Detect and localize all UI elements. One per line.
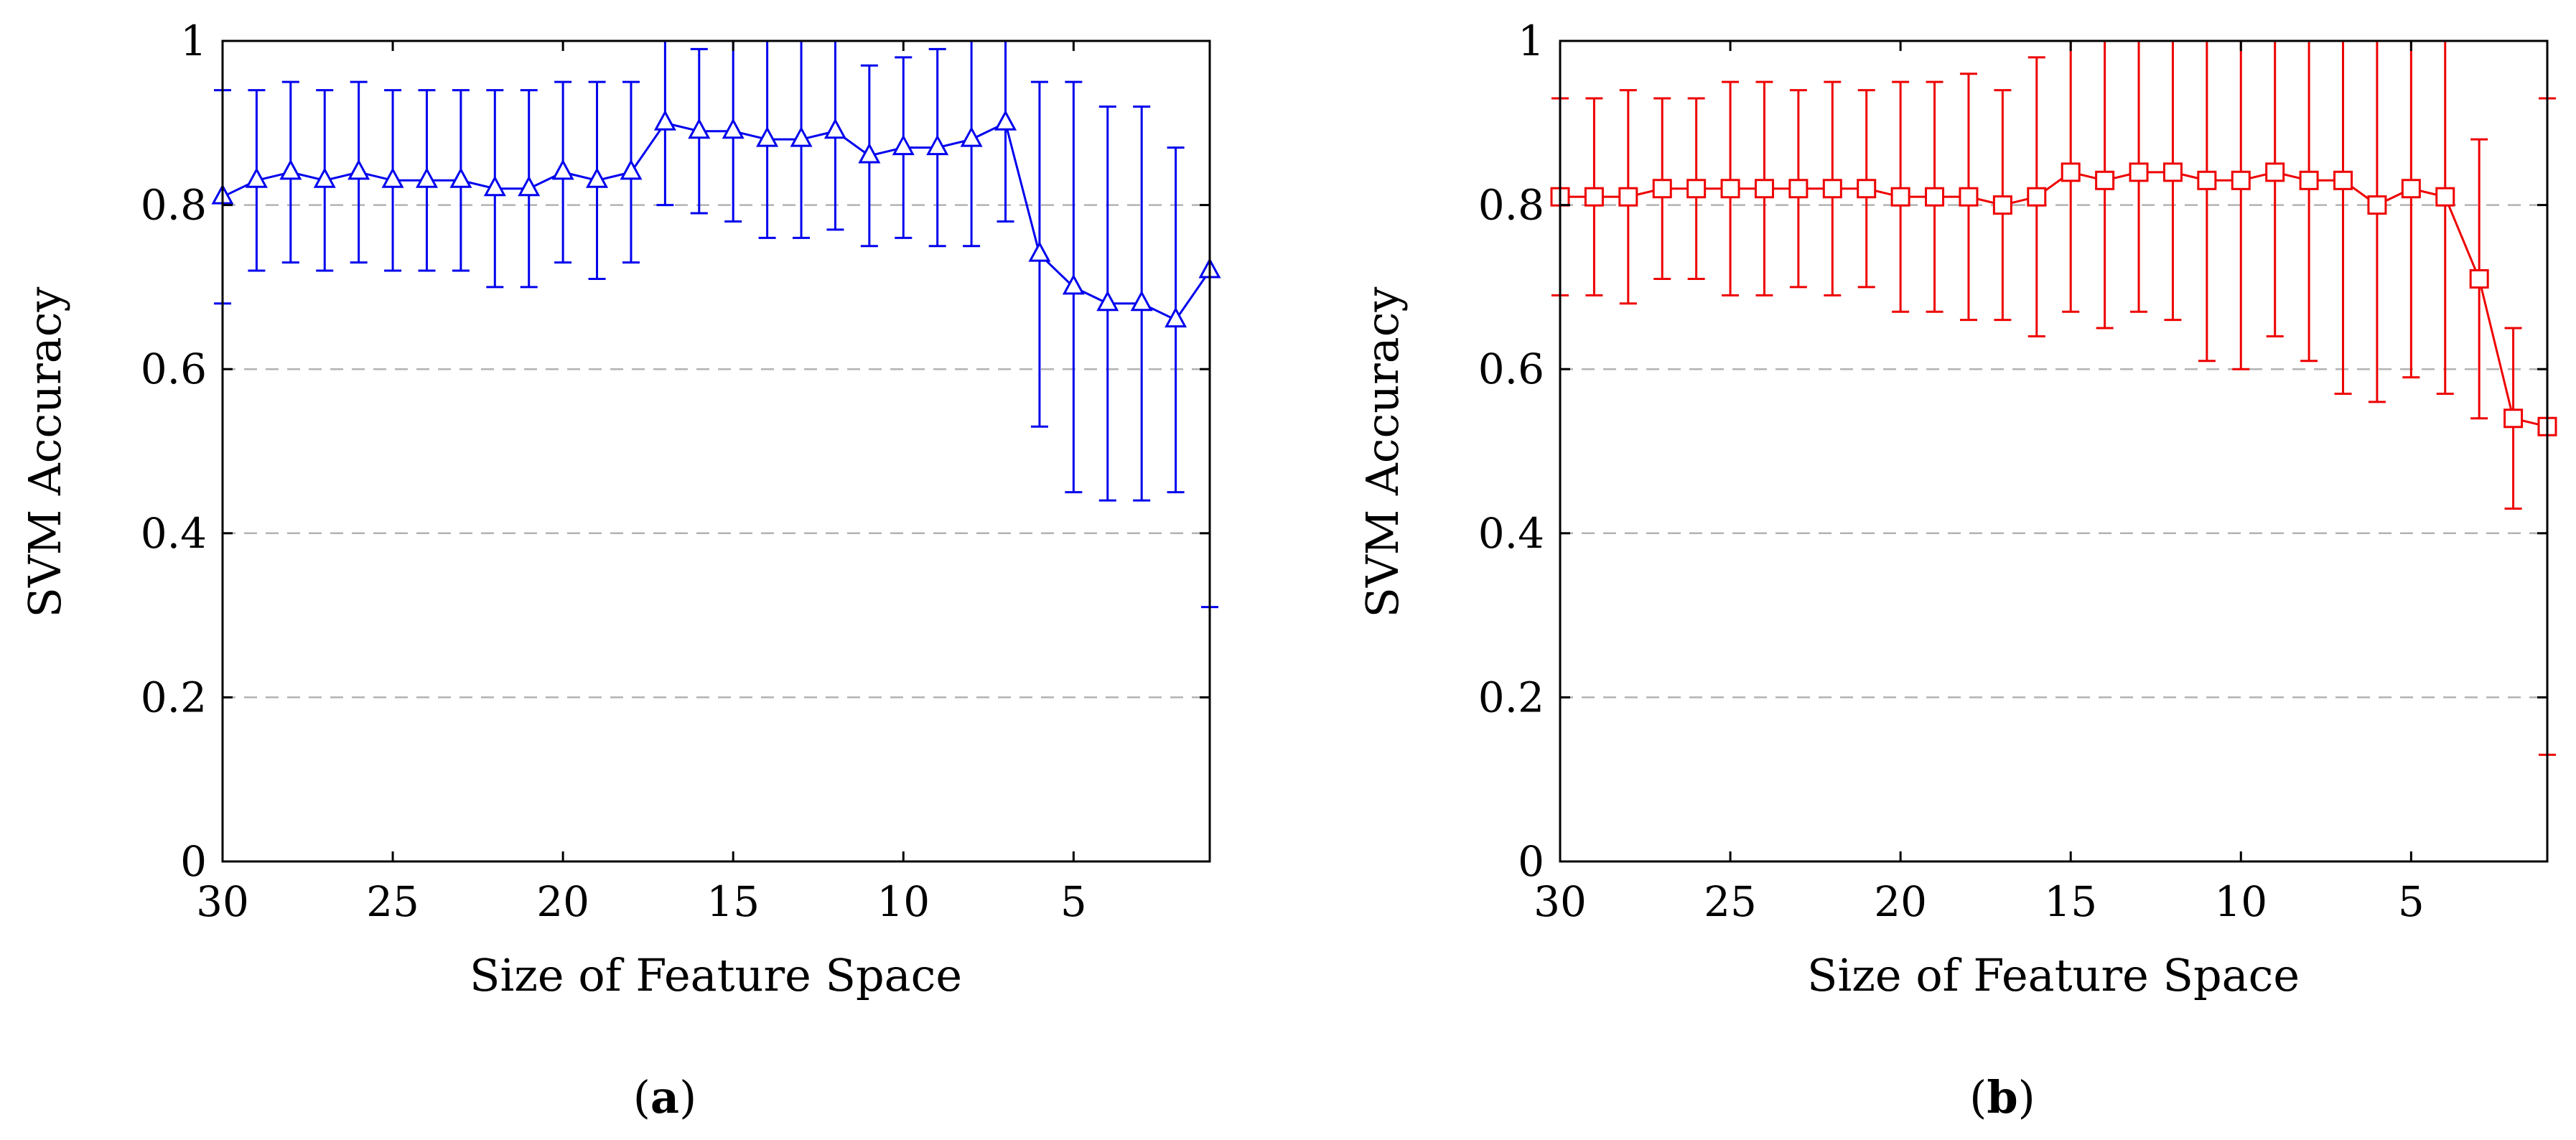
- data-point: [1959, 187, 1979, 207]
- data-point: [2367, 195, 2387, 215]
- x-tick-label: 10: [2214, 877, 2267, 926]
- data-point: [518, 175, 541, 197]
- data-point: [688, 118, 711, 139]
- data-point: [2435, 187, 2455, 207]
- data-point: [2095, 170, 2115, 190]
- y-tick-label: 0.2: [141, 673, 207, 721]
- data-point: [790, 126, 813, 147]
- data-point: [1584, 187, 1604, 207]
- data-point: [926, 134, 949, 156]
- data-point: [483, 175, 506, 197]
- data-point: [858, 142, 881, 164]
- y-tick-label: 0.6: [141, 345, 207, 393]
- caption-a: (a): [633, 1071, 697, 1123]
- data-point: [245, 167, 268, 188]
- x-tick-label: 5: [2398, 877, 2425, 926]
- y-tick-label: 0.8: [1478, 181, 1544, 230]
- y-tick-label: 0: [180, 837, 207, 886]
- y-tick-label: 1: [180, 17, 207, 65]
- y-axis-title: SVM Accuracy: [19, 287, 71, 618]
- data-point: [2299, 170, 2319, 190]
- data-point: [1130, 290, 1153, 312]
- y-axis-title: SVM Accuracy: [1356, 287, 1409, 618]
- y-tick-label: 0: [1518, 837, 1544, 886]
- data-point: [1618, 187, 1638, 207]
- data-point: [1890, 187, 1910, 207]
- data-point: [279, 159, 302, 180]
- data-point: [1822, 179, 1842, 199]
- data-point: [381, 167, 404, 188]
- x-tick-label: 20: [536, 877, 589, 926]
- x-tick-label: 15: [2044, 877, 2097, 926]
- data-point: [994, 110, 1017, 131]
- series-line: [222, 121, 1211, 322]
- y-tick-label: 1: [1518, 17, 1544, 65]
- data-point: [1686, 179, 1707, 199]
- data-point: [620, 159, 643, 180]
- y-tick-label: 0.8: [141, 181, 207, 230]
- chart-b: Size of Feature Space SVM Accuracy 0 0.2 0…: [1356, 17, 2557, 1001]
- data-point: [960, 126, 983, 147]
- data-point: [415, 167, 439, 188]
- data-point: [2401, 179, 2421, 199]
- data-point: [347, 159, 370, 180]
- y-tick-label: 0.4: [1478, 509, 1544, 558]
- data-point: [722, 118, 745, 139]
- data-point: [653, 110, 676, 131]
- data-point: [892, 134, 915, 156]
- data-point: [2162, 162, 2183, 182]
- x-tick-label: 10: [877, 877, 930, 926]
- data-point: [449, 167, 472, 188]
- y-tick-label: 0.2: [1478, 673, 1544, 721]
- plot-frame: [1559, 39, 2549, 863]
- data-point: [1028, 241, 1051, 262]
- x-tick-label: 30: [1534, 877, 1587, 926]
- caption-letter: a: [650, 1071, 679, 1123]
- data-point: [1992, 195, 2012, 215]
- caption-open: (: [1969, 1071, 1987, 1123]
- data-point: [1096, 290, 1119, 312]
- data-point: [2129, 162, 2149, 182]
- data-point: [2265, 162, 2285, 182]
- data-point: [1165, 307, 1187, 328]
- caption-close: ): [2018, 1071, 2035, 1123]
- x-axis-title: Size of Feature Space: [470, 949, 962, 1001]
- caption-b: (b): [1969, 1071, 2035, 1123]
- data-point: [2027, 187, 2047, 207]
- caption-open: (: [633, 1071, 650, 1123]
- data-point: [1754, 179, 1774, 199]
- chart-a: Size of Feature Space SVM Accuracy 0 0.2 0…: [19, 17, 1221, 1001]
- x-tick-label: 25: [366, 877, 419, 926]
- data-point: [1788, 179, 1809, 199]
- x-tick-label: 25: [1704, 877, 1757, 926]
- caption-letter: b: [1987, 1071, 2017, 1123]
- y-tick-label: 0.4: [141, 509, 207, 558]
- data-point: [1720, 179, 1740, 199]
- data-point: [2061, 162, 2081, 182]
- data-point: [2231, 170, 2251, 190]
- data-point: [2469, 268, 2489, 289]
- data-point: [1925, 187, 1945, 207]
- x-tick-label: 15: [706, 877, 760, 926]
- data-point: [1857, 179, 1877, 199]
- data-point: [313, 167, 336, 188]
- data-point: [823, 118, 846, 139]
- caption-close: ): [679, 1071, 696, 1123]
- data-point: [2503, 408, 2524, 429]
- series-line: [1560, 171, 2548, 428]
- data-point: [756, 126, 779, 147]
- x-tick-label: 5: [1060, 877, 1087, 926]
- plot-frame: [221, 39, 1211, 863]
- data-point: [586, 167, 609, 188]
- x-tick-label: 20: [1874, 877, 1927, 926]
- data-point: [2333, 170, 2353, 190]
- x-tick-label: 30: [196, 877, 249, 926]
- data-point: [1062, 274, 1085, 295]
- data-point: [1652, 179, 1672, 199]
- data-point: [2197, 170, 2217, 190]
- x-axis-title: Size of Feature Space: [1807, 949, 2300, 1001]
- data-point: [551, 159, 574, 180]
- y-tick-label: 0.6: [1478, 345, 1544, 393]
